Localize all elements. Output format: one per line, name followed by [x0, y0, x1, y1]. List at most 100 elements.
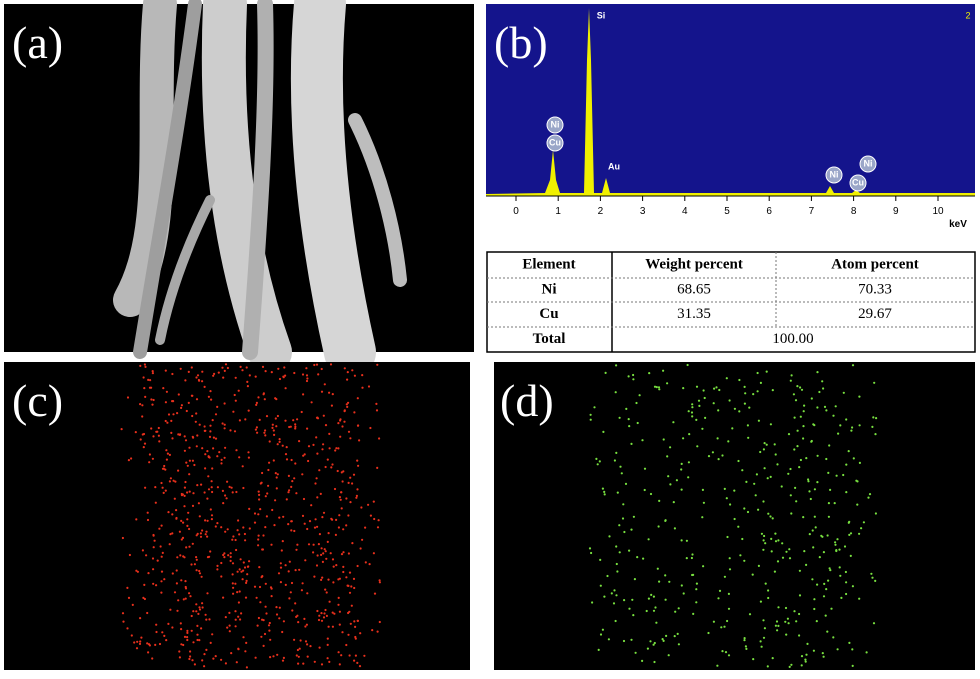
map-dot [619, 465, 622, 468]
map-dot [612, 602, 616, 605]
map-dot [269, 656, 272, 659]
map-dot [176, 412, 179, 415]
map-dot [834, 541, 837, 544]
map-dot [623, 599, 626, 602]
map-dot [743, 637, 746, 640]
map-dot [236, 591, 239, 594]
map-dot [748, 613, 752, 616]
map-dot [147, 651, 150, 654]
map-dot [622, 503, 625, 506]
map-dot [833, 502, 836, 505]
map-dot [347, 481, 350, 484]
map-dot [226, 528, 229, 531]
map-dot [200, 483, 203, 486]
map-dot [601, 487, 605, 490]
map-dot [792, 393, 796, 396]
map-dot [211, 419, 214, 422]
peak-label: Si [597, 10, 606, 20]
map-dot [836, 648, 839, 651]
map-dot [874, 512, 878, 515]
map-dot [287, 570, 290, 573]
map-dot [294, 427, 297, 430]
map-dot [357, 464, 360, 467]
map-dot [162, 387, 165, 390]
map-dot [224, 616, 227, 619]
map-dot [316, 609, 319, 613]
map-dot [262, 534, 265, 537]
map-dot [867, 496, 870, 499]
map-dot [147, 378, 150, 381]
map-dot [139, 640, 142, 643]
map-dot [318, 533, 321, 536]
map-dot [839, 574, 842, 577]
map-dot [234, 582, 237, 585]
map-dot [177, 599, 180, 602]
map-dot [632, 378, 635, 381]
map-dot [190, 614, 193, 618]
tick-label: 0 [513, 206, 519, 217]
map-dot [858, 424, 861, 427]
map-dot [228, 485, 231, 488]
map-dot [347, 584, 350, 588]
map-dot [285, 446, 288, 449]
map-dot [263, 398, 266, 401]
map-dot [212, 447, 215, 450]
map-dot [298, 568, 301, 571]
map-dot [788, 665, 791, 669]
map-dot [288, 560, 291, 563]
map-dot [353, 659, 356, 662]
map-dot [774, 532, 777, 535]
map-dot [870, 572, 873, 575]
map-dot [227, 554, 230, 557]
map-dot [668, 580, 671, 583]
map-dot [322, 414, 325, 417]
map-dot [199, 532, 202, 535]
map-dot [314, 482, 317, 485]
map-dot [793, 416, 796, 419]
map-dot [299, 639, 302, 642]
map-dot [305, 623, 308, 626]
map-dot [872, 416, 875, 419]
map-dot [372, 500, 375, 503]
map-dot [744, 645, 748, 648]
map-dot [168, 543, 171, 546]
map-dot [733, 517, 736, 521]
map-dot [813, 598, 816, 601]
map-dot [288, 597, 291, 600]
map-dot [808, 533, 811, 536]
map-dot [186, 629, 189, 633]
map-dot [220, 575, 223, 578]
map-dot [319, 492, 322, 495]
map-dot [259, 508, 262, 511]
map-dot [206, 556, 210, 559]
map-dot [179, 367, 182, 370]
map-dot [151, 403, 154, 406]
map-dot [209, 641, 212, 645]
map-dot [691, 573, 694, 577]
map-dot [871, 425, 874, 428]
map-dot [822, 551, 826, 554]
map-dot [245, 579, 248, 583]
map-dot [649, 640, 652, 643]
map-dot [246, 380, 249, 383]
map-dot [188, 545, 191, 548]
map-dot [677, 607, 680, 610]
map-dot [357, 424, 360, 427]
map-dot [222, 376, 225, 379]
map-dot [150, 398, 153, 401]
map-dot [142, 446, 145, 449]
map-dot [191, 542, 194, 545]
panel-d [494, 362, 975, 670]
map-dot [727, 654, 731, 657]
map-dot [275, 425, 278, 428]
map-dot [766, 665, 769, 668]
map-dot [369, 514, 372, 517]
peak-marker [859, 155, 877, 173]
map-dot [210, 398, 213, 401]
map-dot [177, 433, 180, 436]
map-dot [163, 578, 166, 581]
map-dot [604, 371, 607, 374]
map-dot [608, 535, 611, 538]
map-dot [213, 372, 216, 375]
map-dot [205, 530, 208, 533]
